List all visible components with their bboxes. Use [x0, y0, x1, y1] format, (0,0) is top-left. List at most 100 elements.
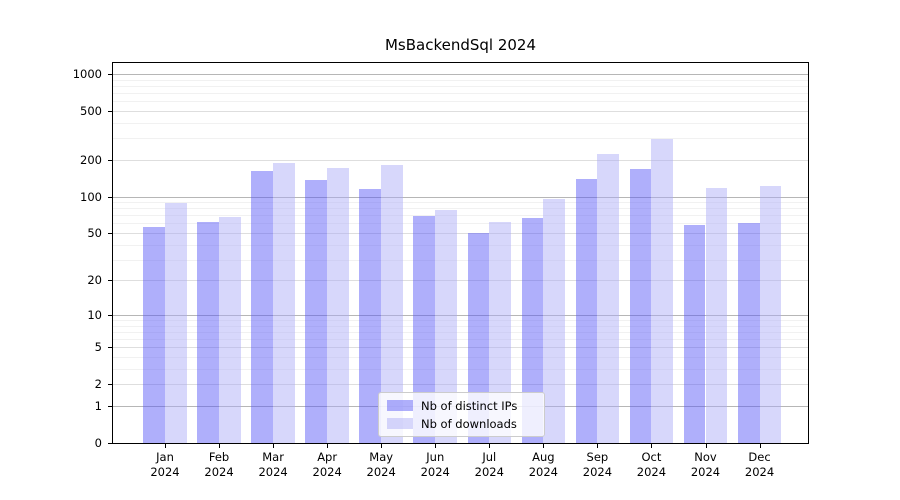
y-tick-500 [108, 111, 112, 112]
bar-downloads-jul [489, 221, 512, 443]
y-tick-label-200: 200 [80, 152, 102, 167]
bar-downloads-dec [759, 186, 782, 443]
y-tick-0 [108, 443, 112, 444]
bar-downloads-aug [543, 198, 566, 443]
bar-downloads-jan [165, 203, 187, 443]
x-tick-dec [759, 444, 761, 448]
gridline-2 [113, 384, 808, 386]
y-tick-200 [108, 159, 112, 161]
x-tick-jul [489, 444, 491, 448]
bar-distinct-ips-jun [413, 216, 436, 443]
y-tick-1000 [108, 74, 112, 76]
y-tick-100 [108, 196, 112, 198]
gridline-600 [113, 101, 808, 103]
x-tick-label-jul: Jul 2024 [474, 450, 504, 479]
bar-downloads-sep [597, 154, 620, 443]
gridline-300 [113, 138, 808, 140]
gridline-7 [113, 331, 808, 333]
x-tick-feb [219, 444, 221, 448]
y-tick-2 [108, 384, 112, 386]
legend-swatch-downloads [387, 418, 413, 429]
legend-swatch-distinct-ips [387, 400, 413, 411]
x-tick-label-mar: Mar 2024 [258, 450, 288, 479]
bar-downloads-feb [219, 216, 241, 443]
x-tick-label-dec: Dec 2024 [744, 450, 775, 479]
y-tick-label-1000: 1000 [72, 67, 102, 82]
x-tick-aug [543, 444, 545, 448]
bar-downloads-oct [651, 138, 674, 443]
x-tick-nov [705, 444, 707, 448]
bar-downloads-mar [273, 162, 295, 443]
gridline-1000 [113, 74, 808, 76]
gridline-70 [113, 215, 808, 217]
y-tick-label-50: 50 [87, 226, 102, 241]
gridline-6 [113, 339, 808, 341]
bar-distinct-ips-feb [197, 221, 220, 443]
legend-item-distinct-ips: Nb of distinct IPs [387, 399, 536, 413]
x-tick-apr [327, 444, 329, 448]
x-tick-label-jan: Jan 2024 [150, 450, 180, 479]
gridline-200 [113, 159, 808, 161]
gridline-700 [113, 93, 808, 95]
x-tick-label-nov: Nov 2024 [690, 450, 721, 479]
bar-distinct-ips-jul [467, 233, 490, 443]
bar-distinct-ips-nov [683, 225, 706, 443]
bar-downloads-may [381, 165, 403, 443]
legend-label-downloads: Nb of downloads [421, 416, 517, 431]
gridline-90 [113, 202, 808, 204]
bar-downloads-jun [435, 209, 458, 443]
y-tick-label-100: 100 [80, 189, 102, 204]
x-tick-mar [273, 444, 275, 448]
y-tick-10 [108, 314, 112, 316]
bar-distinct-ips-apr [305, 179, 328, 443]
x-tick-label-jun: Jun 2024 [420, 450, 450, 479]
y-tick-50 [108, 233, 112, 235]
y-tick-20 [108, 280, 112, 282]
gridline-3 [113, 368, 808, 370]
bar-distinct-ips-jan [143, 227, 165, 443]
gridline-10 [113, 314, 808, 316]
gridline-50 [113, 233, 808, 235]
x-tick-label-may: May 2024 [366, 450, 396, 479]
gridline-5 [113, 347, 808, 349]
x-tick-label-aug: Aug 2024 [528, 450, 558, 479]
y-tick-1 [108, 405, 112, 407]
gridline-4 [113, 357, 808, 359]
bar-distinct-ips-aug [521, 218, 544, 443]
legend-label-distinct-ips: Nb of distinct IPs [421, 398, 518, 413]
x-tick-label-oct: Oct 2024 [636, 450, 667, 479]
chart-title: MsBackendSql 2024 [384, 36, 537, 54]
bar-downloads-apr [327, 168, 349, 443]
gridline-20 [113, 280, 808, 282]
gridline-60 [113, 223, 808, 225]
y-tick-label-500: 500 [80, 104, 102, 118]
gridline-900 [113, 79, 808, 81]
x-tick-jun [435, 444, 437, 448]
x-tick-may [381, 444, 383, 448]
y-tick-5 [108, 347, 112, 349]
legend: Nb of distinct IPs Nb of downloads [378, 392, 545, 437]
y-tick-label-20: 20 [87, 273, 102, 288]
gridline-500 [113, 111, 808, 112]
plot-area [112, 62, 809, 444]
x-tick-jan [165, 444, 166, 448]
x-tick-oct [651, 444, 653, 448]
bar-distinct-ips-dec [737, 222, 760, 443]
gridline-40 [113, 244, 808, 246]
y-tick-label-1: 1 [94, 398, 102, 413]
bar-distinct-ips-mar [251, 170, 274, 443]
x-tick-sep [597, 444, 599, 448]
gridline-100 [113, 196, 808, 198]
x-tick-label-apr: Apr 2024 [312, 450, 342, 479]
gridline-400 [113, 122, 808, 124]
gridline-9 [113, 320, 808, 322]
gridline-80 [113, 208, 808, 210]
gridline-800 [113, 85, 808, 87]
y-tick-label-5: 5 [94, 340, 102, 355]
bar-distinct-ips-may [359, 189, 382, 443]
legend-item-downloads: Nb of downloads [387, 417, 536, 431]
bar-distinct-ips-sep [575, 178, 598, 443]
y-tick-label-0: 0 [94, 436, 102, 450]
y-tick-label-2: 2 [94, 377, 102, 392]
